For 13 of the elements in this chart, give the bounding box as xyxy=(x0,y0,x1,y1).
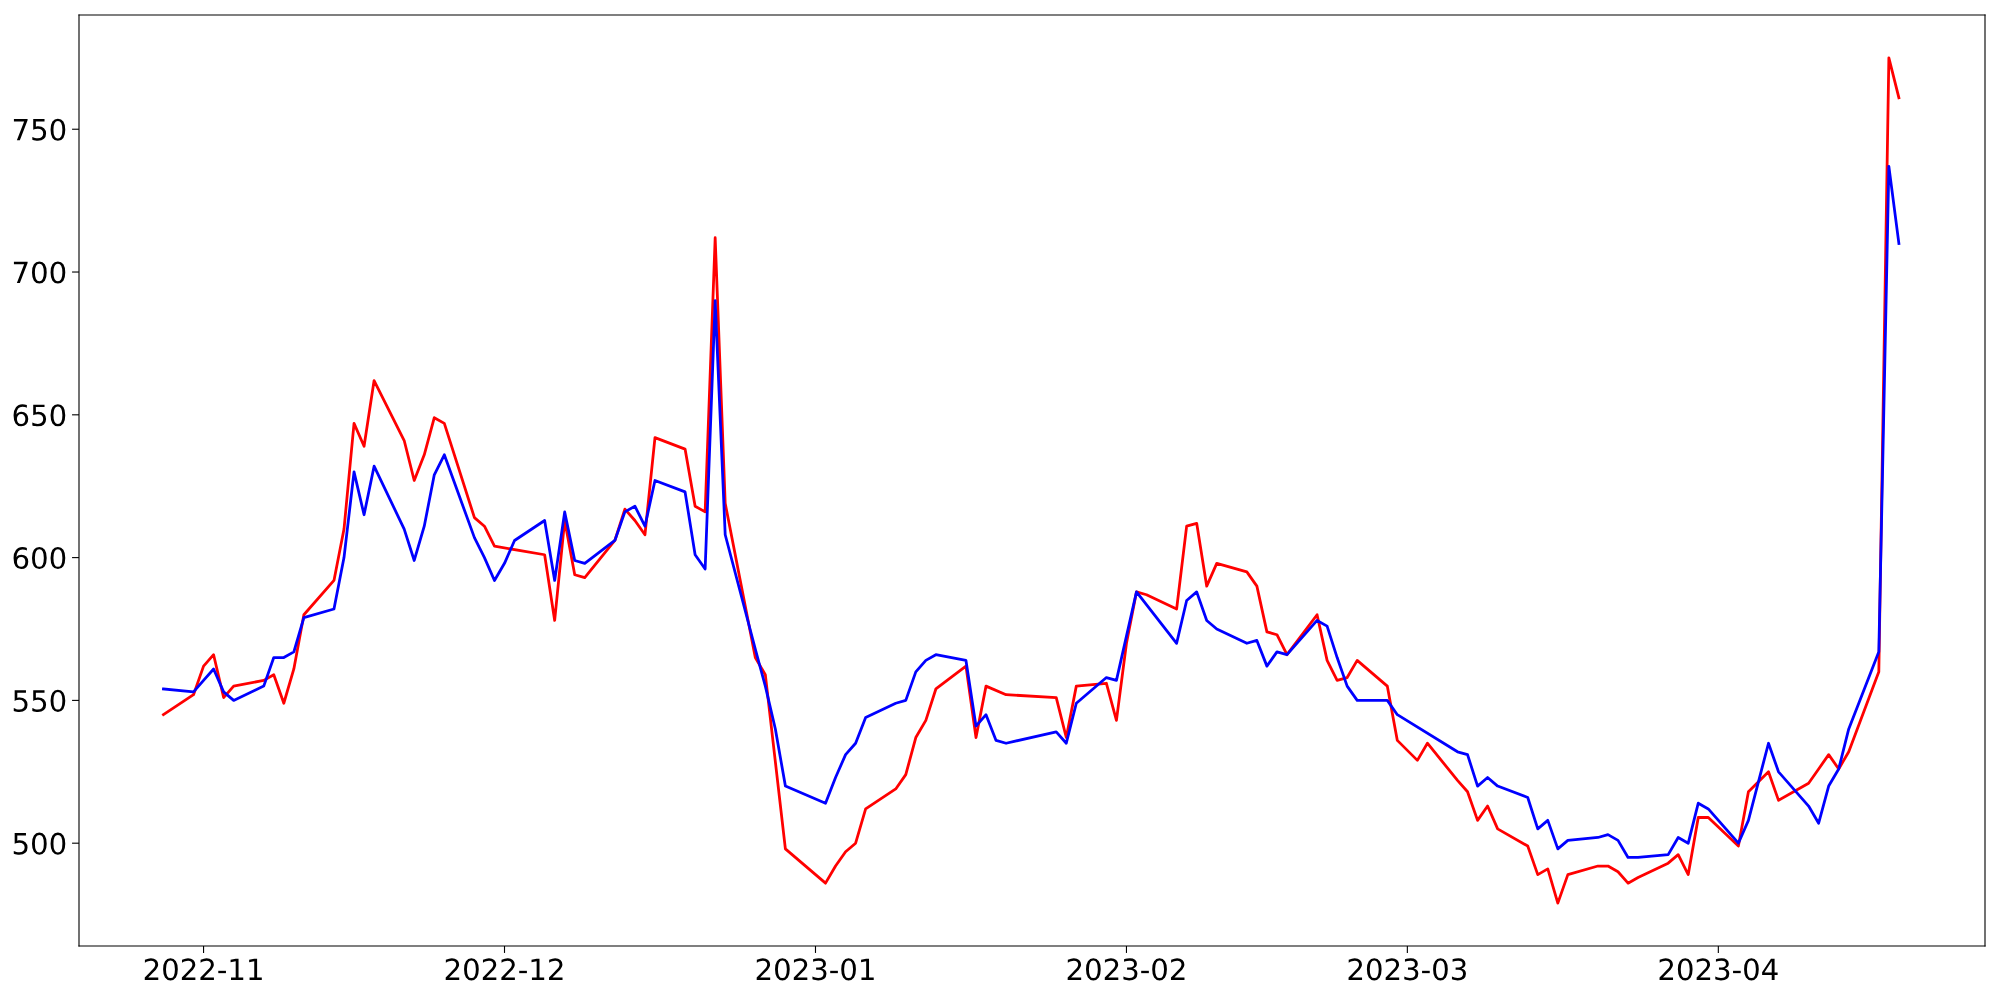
x-tick-label: 2023-04 xyxy=(1659,958,1778,981)
line-series xyxy=(162,164,1901,859)
y-tick-label: 700 xyxy=(13,261,66,284)
y-tick-label: 500 xyxy=(13,832,66,855)
y-tick-label: 650 xyxy=(13,404,66,427)
x-tick-label: 2023-03 xyxy=(1348,958,1466,981)
y-tick-label: 550 xyxy=(13,689,66,712)
x-tick-label: 2022-12 xyxy=(445,958,563,981)
x-tick-label: 2023-02 xyxy=(1067,958,1185,981)
y-tick-label: 600 xyxy=(13,547,66,570)
x-tick-label: 2022-11 xyxy=(144,958,262,981)
x-tick-label: 2023-01 xyxy=(756,958,874,981)
y-tick-label: 750 xyxy=(13,118,66,141)
